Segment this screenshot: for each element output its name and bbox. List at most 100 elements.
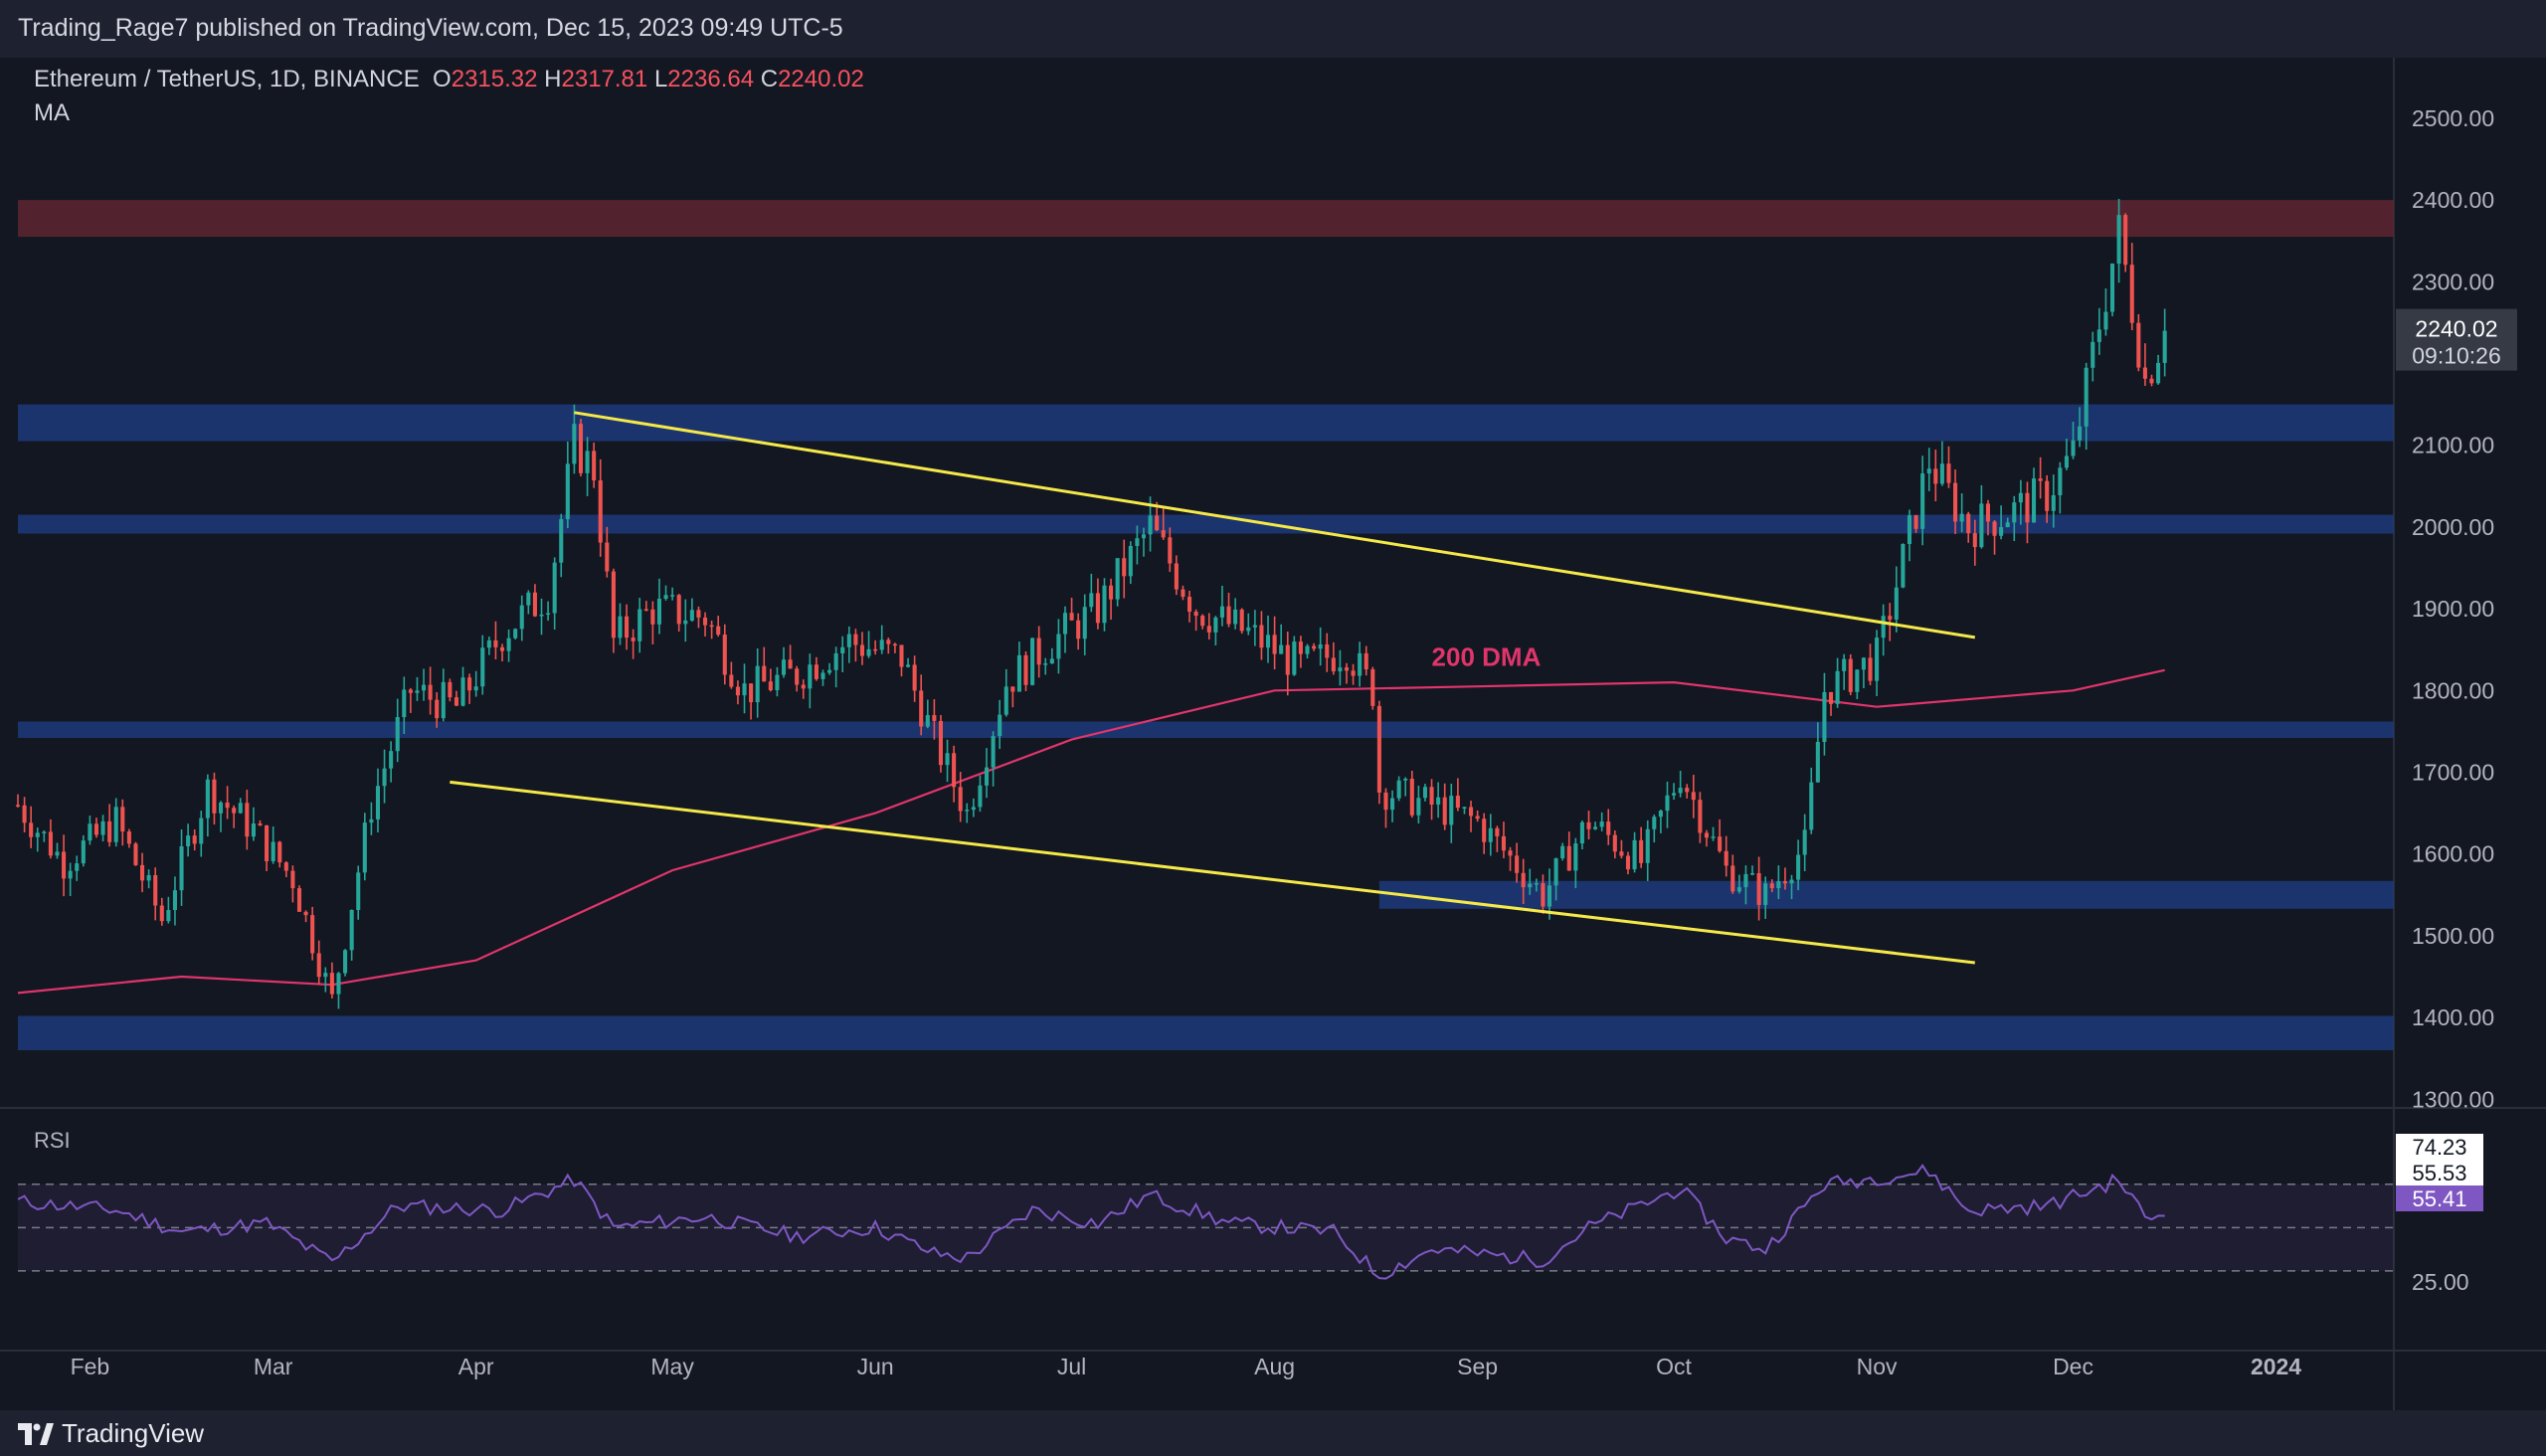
- candle-body: [808, 664, 813, 689]
- candle-body: [637, 609, 642, 641]
- time-tick-label: Feb: [71, 1354, 110, 1379]
- candle-body: [886, 639, 891, 644]
- candle-body: [2142, 367, 2147, 379]
- candle-body: [68, 870, 73, 879]
- candle-body: [526, 592, 531, 606]
- candle-body: [1691, 792, 1696, 801]
- candle-body: [938, 720, 943, 766]
- candle-body: [1868, 657, 1873, 681]
- current-price-badge: [2396, 308, 2517, 371]
- candle-body: [742, 683, 747, 696]
- candle-body: [1403, 779, 1408, 781]
- candle-body: [1298, 641, 1303, 654]
- candle-body: [1409, 779, 1414, 816]
- candle-body: [441, 681, 446, 719]
- candle-body: [1652, 817, 1657, 829]
- candle-body: [1089, 593, 1094, 608]
- candle-body: [1429, 787, 1434, 806]
- candle-body: [349, 909, 354, 951]
- candle-body: [245, 803, 250, 837]
- candle-body: [912, 664, 917, 691]
- candle-body: [1252, 625, 1257, 628]
- candle-body: [1789, 879, 1794, 884]
- candle-body: [618, 616, 623, 638]
- candle-body: [2084, 367, 2089, 427]
- time-tick-label: Dec: [2053, 1354, 2093, 1379]
- candle-body: [199, 818, 204, 844]
- rsi-badge-1-bg: [2396, 1134, 2483, 1160]
- candle-body: [1979, 503, 1984, 548]
- candle-body: [1959, 513, 1964, 522]
- candle-body: [631, 637, 636, 641]
- candle-body: [316, 953, 321, 978]
- candle-body: [1109, 585, 1114, 600]
- candle-body: [1036, 637, 1041, 665]
- candle-body: [2156, 362, 2161, 384]
- candle-body: [1312, 645, 1317, 649]
- price-tick-label: 2300.00: [2412, 269, 2494, 294]
- candle-body: [1030, 637, 1035, 685]
- candle-body: [303, 911, 308, 916]
- candle-body: [133, 843, 138, 865]
- candle-body: [258, 823, 263, 825]
- candle-body: [846, 634, 851, 647]
- candle-body: [1155, 515, 1160, 531]
- candle-body: [1842, 658, 1847, 671]
- low-label: L: [653, 66, 668, 92]
- candle-body: [382, 768, 387, 787]
- candle-body: [572, 424, 577, 464]
- candle-body: [859, 644, 865, 656]
- zone-support-1: [18, 404, 2394, 442]
- candle-body: [1920, 473, 1925, 529]
- candle-body: [448, 681, 453, 698]
- rsi-legend[interactable]: RSI: [34, 1128, 71, 1154]
- candle-body: [1749, 872, 1755, 875]
- candle-body: [1305, 645, 1310, 654]
- ma-legend[interactable]: MA: [34, 99, 70, 127]
- candle-body: [467, 677, 472, 691]
- candle-body: [1953, 482, 1958, 522]
- candle-body: [1383, 792, 1388, 811]
- candle-body: [991, 736, 996, 768]
- candle-body: [2031, 478, 2037, 523]
- candle-body: [1259, 625, 1264, 648]
- candle-body: [421, 684, 427, 691]
- open-value: 2315.32: [451, 66, 538, 92]
- candle-body: [513, 629, 518, 638]
- candle-body: [958, 787, 963, 812]
- ma-indicator-label: MA: [34, 99, 70, 126]
- candle-body: [598, 480, 603, 543]
- candle-body: [1946, 463, 1951, 483]
- candle-body: [1913, 515, 1918, 529]
- candle-body: [1318, 643, 1323, 649]
- price-tick-label: 2100.00: [2412, 433, 2494, 458]
- candle-body: [2162, 330, 2167, 363]
- candle-body: [605, 542, 610, 572]
- candle-body: [899, 644, 904, 667]
- candle-body: [362, 822, 367, 873]
- candle-body: [113, 807, 118, 842]
- candle-body: [1062, 613, 1068, 635]
- candle-body: [336, 973, 341, 995]
- candle-body: [1901, 544, 1906, 588]
- candle-body: [1508, 850, 1513, 856]
- candle-body: [532, 592, 537, 617]
- candle-body: [2116, 215, 2121, 265]
- candle-body: [1285, 644, 1290, 675]
- candle-body: [656, 599, 662, 625]
- price-tick-label: 1800.00: [2412, 677, 2494, 703]
- candle-body: [2103, 311, 2108, 330]
- candle-body: [729, 674, 734, 687]
- candle-body: [15, 805, 21, 807]
- candle-body: [768, 681, 773, 691]
- candle-body: [283, 862, 288, 871]
- candle-body: [2025, 492, 2030, 523]
- candle-body: [1449, 796, 1454, 825]
- tradingview-logo[interactable]: TradingView: [18, 1418, 204, 1449]
- candle-body: [795, 668, 800, 685]
- candle-body: [840, 646, 845, 653]
- candle-body: [762, 665, 767, 682]
- candle-body: [2123, 215, 2128, 266]
